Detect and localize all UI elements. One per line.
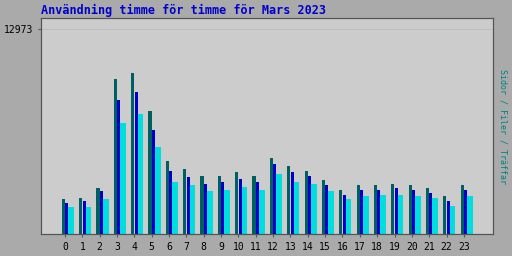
Bar xyxy=(443,196,446,234)
Bar xyxy=(138,114,143,234)
Bar xyxy=(169,171,173,234)
Bar xyxy=(322,180,325,234)
Bar xyxy=(131,73,134,234)
Bar xyxy=(259,190,265,234)
Bar xyxy=(218,176,221,234)
Bar xyxy=(380,195,386,234)
Bar xyxy=(356,185,359,234)
Bar xyxy=(224,190,230,234)
Bar xyxy=(190,185,195,234)
Bar xyxy=(221,182,224,234)
Bar xyxy=(446,201,450,234)
Bar xyxy=(291,173,294,234)
Bar xyxy=(65,202,68,234)
Bar xyxy=(412,190,415,234)
Bar xyxy=(294,182,300,234)
Bar xyxy=(287,166,290,234)
Bar xyxy=(363,196,369,234)
Bar xyxy=(256,182,259,234)
Bar xyxy=(155,147,161,234)
Bar xyxy=(464,190,467,234)
Bar xyxy=(305,171,308,234)
Bar xyxy=(409,185,412,234)
Bar xyxy=(86,207,91,234)
Bar xyxy=(433,198,438,234)
Bar xyxy=(135,92,138,234)
Bar xyxy=(79,198,82,234)
Bar xyxy=(450,206,455,234)
Bar xyxy=(415,196,421,234)
Bar xyxy=(395,188,398,234)
Bar xyxy=(467,196,473,234)
Bar xyxy=(276,174,282,234)
Bar xyxy=(100,191,103,234)
Y-axis label: Sidor / Filer / Träffar: Sidor / Filer / Träffar xyxy=(499,69,508,184)
Bar xyxy=(426,188,429,234)
Bar xyxy=(308,176,311,234)
Bar xyxy=(103,199,109,234)
Bar xyxy=(183,169,186,234)
Bar xyxy=(82,201,86,234)
Bar xyxy=(398,195,403,234)
Bar xyxy=(207,191,212,234)
Bar xyxy=(430,193,433,234)
Bar xyxy=(242,187,247,234)
Bar xyxy=(68,207,74,234)
Bar xyxy=(117,100,120,234)
Bar xyxy=(360,190,363,234)
Bar xyxy=(239,179,242,234)
Bar xyxy=(201,176,204,234)
Bar xyxy=(152,130,155,234)
Bar xyxy=(461,185,464,234)
Bar xyxy=(339,190,343,234)
Bar xyxy=(343,195,346,234)
Bar xyxy=(173,182,178,234)
Bar xyxy=(391,184,394,234)
Bar xyxy=(374,185,377,234)
Bar xyxy=(328,191,334,234)
Bar xyxy=(273,165,276,234)
Bar xyxy=(120,123,126,234)
Bar xyxy=(377,190,380,234)
Bar xyxy=(148,111,152,234)
Bar xyxy=(311,184,316,234)
Bar xyxy=(204,184,207,234)
Bar xyxy=(325,185,328,234)
Bar xyxy=(166,161,169,234)
Bar xyxy=(186,177,190,234)
Bar xyxy=(114,79,117,234)
Bar xyxy=(62,199,65,234)
Bar xyxy=(235,173,238,234)
Bar xyxy=(252,176,255,234)
Bar xyxy=(270,158,273,234)
Text: Användning timme för timme för Mars 2023: Användning timme för timme för Mars 2023 xyxy=(41,4,326,17)
Bar xyxy=(96,188,99,234)
Bar xyxy=(346,199,351,234)
